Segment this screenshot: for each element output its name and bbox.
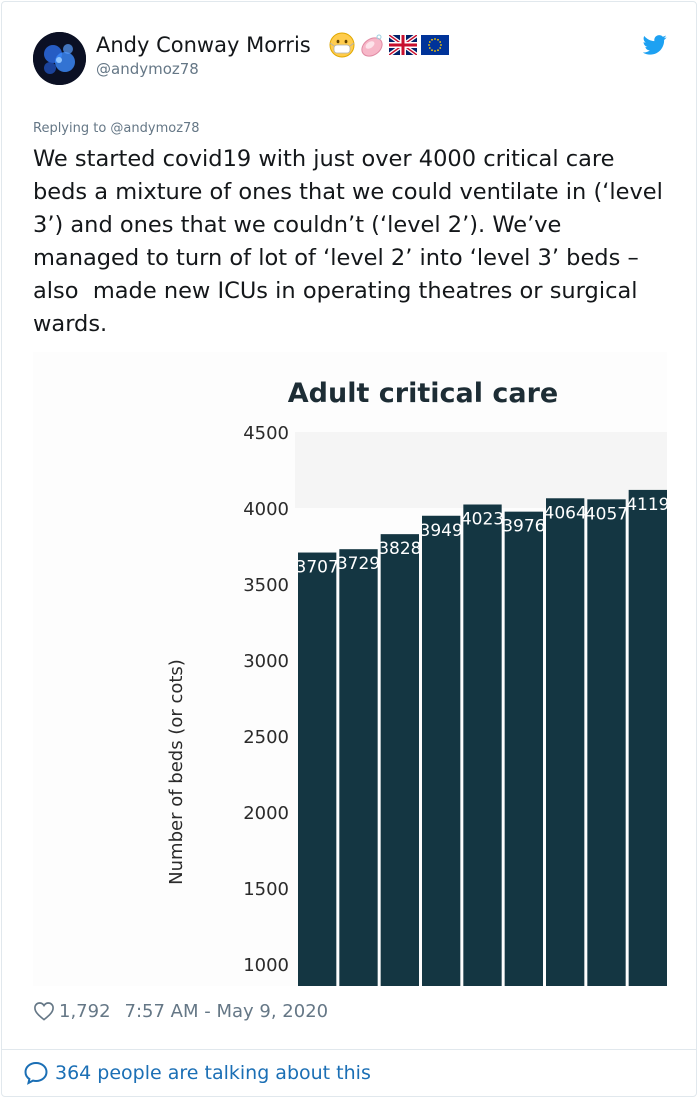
bar-chart: Adult critical care 1000 1500 2000 2500 3000 3…	[166, 378, 667, 986]
divider	[1, 1049, 697, 1050]
chart-image[interactable]: Adult critical care 1000 1500 2000 2500 3000 3…	[33, 352, 667, 986]
author-handle[interactable]: @andymoz78	[96, 60, 199, 78]
bar	[380, 534, 419, 986]
author-name[interactable]: Andy Conway Morris	[96, 33, 311, 57]
y-tick-label: 3500	[243, 575, 289, 596]
replying-to[interactable]: Replying to @andymoz78	[33, 121, 200, 136]
y-tick-label: 2500	[243, 727, 289, 748]
like-count[interactable]: 1,792	[59, 1000, 111, 1022]
tweet-text: We started covid19 with just over 4000 c…	[33, 146, 671, 337]
y-tick-label: 1000	[243, 955, 289, 976]
bar	[463, 504, 502, 986]
chart-title: Adult critical care	[288, 378, 558, 409]
bar-value-label: 3828	[378, 539, 421, 559]
bar-value-label: 3729	[337, 554, 380, 574]
bar	[422, 515, 461, 986]
eu-flag-icon	[421, 35, 449, 55]
mask-emoji-icon	[329, 32, 355, 58]
tweet-meta: 1,792 7:57 AM - May 9, 2020	[33, 998, 328, 1024]
twitter-bird-icon[interactable]	[643, 35, 667, 55]
bar-value-label: 3707	[296, 558, 339, 578]
talking-link[interactable]: 364 people are talking about this	[23, 1060, 371, 1086]
bar-value-label: 4023	[461, 510, 504, 530]
y-tick-label: 4500	[243, 423, 289, 444]
y-axis-label: Number of beds (or cots)	[166, 659, 187, 885]
name-emojis	[329, 32, 449, 58]
bar	[587, 499, 626, 986]
bar	[504, 511, 543, 986]
bar-value-label: 4057	[585, 504, 628, 524]
soap-emoji-icon	[361, 34, 383, 57]
uk-flag-icon	[389, 35, 417, 55]
plot-background	[295, 432, 667, 508]
speech-bubble-icon	[24, 1061, 48, 1085]
bar	[546, 498, 585, 986]
bar	[628, 489, 667, 986]
y-tick-label: 1500	[243, 879, 289, 900]
talking-text: 364 people are talking about this	[55, 1062, 371, 1084]
timestamp[interactable]: 7:57 AM - May 9, 2020	[124, 1000, 329, 1022]
y-tick-label: 4000	[243, 499, 289, 520]
y-tick-label: 2000	[243, 803, 289, 824]
bar	[339, 549, 378, 986]
bar-value-label: 3976	[502, 517, 545, 537]
bar	[298, 552, 337, 986]
bar-value-label: 3949	[420, 521, 463, 541]
heart-icon[interactable]	[33, 1001, 55, 1021]
y-tick-label: 3000	[243, 651, 289, 672]
bar-value-label: 4119	[626, 495, 667, 515]
bar-value-label: 4064	[544, 503, 587, 523]
avatar[interactable]	[33, 32, 86, 85]
